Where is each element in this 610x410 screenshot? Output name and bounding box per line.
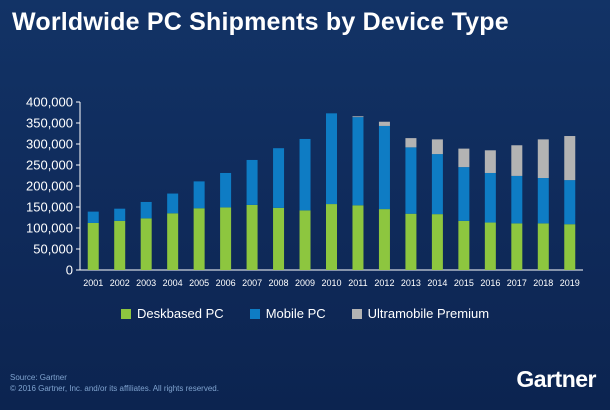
bar-deskbased-2002 — [114, 220, 126, 270]
bar-mobile-2001 — [87, 211, 99, 223]
bar-deskbased-2004 — [167, 213, 179, 270]
bar-ultramobile-2019 — [564, 136, 576, 181]
bar-ultramobile-2011 — [352, 116, 364, 118]
source-note: Source: Gartner © 2016 Gartner, Inc. and… — [10, 372, 219, 394]
legend-item-deskbased: Deskbased PC — [120, 306, 224, 321]
y-tick-label: 300,000 — [26, 137, 73, 152]
bar-deskbased-2014 — [431, 214, 443, 270]
bar-mobile-2002 — [114, 208, 126, 221]
bar-ultramobile-2013 — [405, 138, 417, 148]
x-tick-label: 2015 — [454, 278, 474, 288]
bar-mobile-2007 — [246, 159, 258, 205]
y-tick-label: 50,000 — [33, 242, 73, 257]
bar-deskbased-2010 — [326, 204, 337, 270]
x-tick-label: 2017 — [507, 278, 527, 288]
y-tick-label: 0 — [66, 263, 73, 278]
bar-deskbased-2012 — [378, 209, 390, 270]
bar-mobile-2018 — [537, 178, 549, 224]
x-tick-label: 2001 — [83, 278, 103, 288]
bar-mobile-2008 — [273, 148, 285, 208]
copyright-line: © 2016 Gartner, Inc. and/or its affiliat… — [10, 384, 219, 393]
y-tick-label: 150,000 — [26, 200, 73, 215]
bar-mobile-2006 — [220, 172, 232, 208]
x-tick-label: 2008 — [269, 278, 289, 288]
x-tick-label: 2004 — [163, 278, 183, 288]
x-tick-label: 2012 — [374, 278, 394, 288]
legend-item-mobile: Mobile PC — [249, 306, 326, 321]
bar-deskbased-2006 — [220, 207, 232, 270]
legend-label-mobile: Mobile PC — [265, 306, 326, 321]
chart-title: Worldwide PC Shipments by Device Type — [12, 8, 509, 36]
bar-deskbased-2009 — [299, 210, 311, 270]
bar-ultramobile-2015 — [458, 148, 470, 168]
x-tick-label: 2005 — [189, 278, 209, 288]
x-tick-label: 2016 — [480, 278, 500, 288]
bar-deskbased-2015 — [458, 220, 470, 270]
legend-swatch-ultramobile — [351, 308, 362, 319]
bar-mobile-2005 — [193, 181, 205, 209]
bar-mobile-2019 — [564, 180, 576, 225]
bar-deskbased-2019 — [564, 224, 576, 270]
y-tick-label: 100,000 — [26, 221, 73, 236]
bar-deskbased-2013 — [405, 213, 417, 270]
bar-mobile-2010 — [326, 113, 337, 205]
x-tick-label: 2003 — [136, 278, 156, 288]
bar-ultramobile-2018 — [537, 139, 549, 179]
legend-item-ultramobile: Ultramobile Premium — [351, 306, 490, 321]
x-tick-label: 2010 — [321, 278, 341, 288]
x-tick-label: 2007 — [242, 278, 262, 288]
bar-deskbased-2016 — [484, 222, 496, 270]
bar-mobile-2004 — [167, 193, 179, 214]
bar-mobile-2016 — [484, 172, 496, 223]
legend-swatch-deskbased — [120, 308, 131, 319]
chart-legend: Deskbased PC Mobile PC Ultramobile Premi… — [0, 306, 610, 321]
legend-swatch-mobile — [249, 308, 260, 319]
y-tick-label: 350,000 — [26, 116, 73, 131]
bar-ultramobile-2012 — [378, 121, 390, 126]
legend-label-deskbased: Deskbased PC — [136, 306, 224, 321]
stacked-bar-chart: 0 50,000 100,000 150,000 200,000 250,000 300,0… — [26, 95, 580, 288]
bar-deskbased-2011 — [352, 205, 364, 270]
gartner-logo: Gartner — [516, 366, 596, 392]
bar-ultramobile-2014 — [431, 139, 443, 155]
x-tick-label: 2018 — [533, 278, 553, 288]
y-tick-label: 250,000 — [26, 158, 73, 173]
bar-mobile-2012 — [378, 125, 390, 210]
bar-deskbased-2017 — [511, 223, 523, 270]
bar-deskbased-2001 — [87, 222, 99, 270]
bar-deskbased-2003 — [140, 218, 152, 270]
bar-deskbased-2008 — [273, 207, 285, 270]
x-tick-label: 2002 — [110, 278, 130, 288]
x-tick-label: 2011 — [348, 278, 367, 288]
x-tick-label: 2006 — [216, 278, 236, 288]
bar-mobile-2011 — [352, 117, 364, 206]
bar-ultramobile-2017 — [511, 145, 523, 176]
bar-mobile-2009 — [299, 138, 311, 211]
bar-mobile-2013 — [405, 147, 417, 214]
x-tick-label: 2014 — [427, 278, 447, 288]
bar-mobile-2003 — [140, 201, 152, 219]
x-tick-label: 2013 — [401, 278, 421, 288]
y-tick-label: 400,000 — [26, 95, 73, 110]
bar-mobile-2017 — [511, 175, 523, 224]
x-tick-label: 2019 — [560, 278, 580, 288]
bar-mobile-2014 — [431, 154, 443, 215]
bar-deskbased-2018 — [537, 223, 549, 270]
bar-mobile-2015 — [458, 167, 470, 221]
x-tick-label: 2009 — [295, 278, 315, 288]
bar-deskbased-2007 — [246, 204, 258, 270]
legend-label-ultramobile: Ultramobile Premium — [367, 306, 490, 321]
y-tick-label: 200,000 — [26, 179, 73, 194]
source-line: Source: Gartner — [10, 373, 67, 382]
bar-ultramobile-2016 — [484, 150, 496, 173]
bar-deskbased-2005 — [193, 208, 205, 270]
